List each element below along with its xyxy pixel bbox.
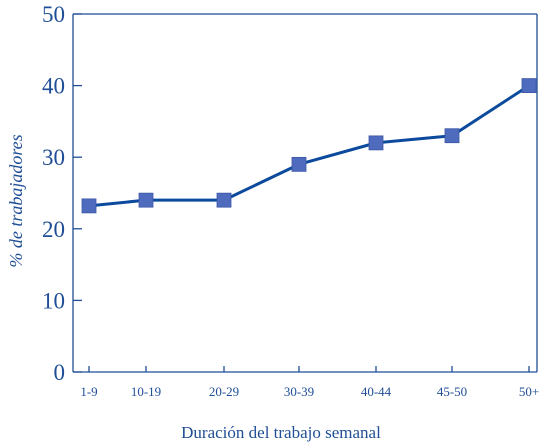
x-tick-label: 40-44 (361, 384, 392, 399)
x-axis-ticks: 1-9 10-19 20-29 30-39 40-44 45-50 50+ (80, 366, 539, 399)
data-point (291, 156, 307, 172)
y-tick-label: 50 (42, 2, 65, 27)
y-tick-label: 40 (42, 74, 65, 99)
data-point (444, 128, 460, 144)
x-tick-label: 45-50 (437, 384, 467, 399)
data-point (216, 192, 232, 208)
y-tick-label: 10 (42, 288, 65, 313)
x-tick-label: 20-29 (209, 384, 239, 399)
data-point (81, 198, 97, 214)
x-tick-label: 1-9 (80, 384, 97, 399)
y-tick-label: 0 (54, 360, 66, 385)
series-line (88, 84, 530, 208)
x-tick-label: 30-39 (284, 384, 314, 399)
x-tick-label: 50+ (519, 384, 539, 399)
data-point (138, 192, 154, 208)
x-tick-label: 10-19 (131, 384, 161, 399)
x-axis-title: Duración del trabajo semanal (181, 423, 381, 442)
y-axis-title: % de trabajadores (6, 134, 26, 267)
y-tick-label: 30 (42, 145, 65, 170)
y-axis-ticks: 0 10 20 30 40 50 (42, 2, 82, 385)
data-point (521, 78, 537, 93)
series-layer (81, 78, 537, 214)
data-point (368, 135, 384, 151)
plot-frame (72, 13, 538, 373)
y-tick-label: 20 (42, 217, 65, 242)
